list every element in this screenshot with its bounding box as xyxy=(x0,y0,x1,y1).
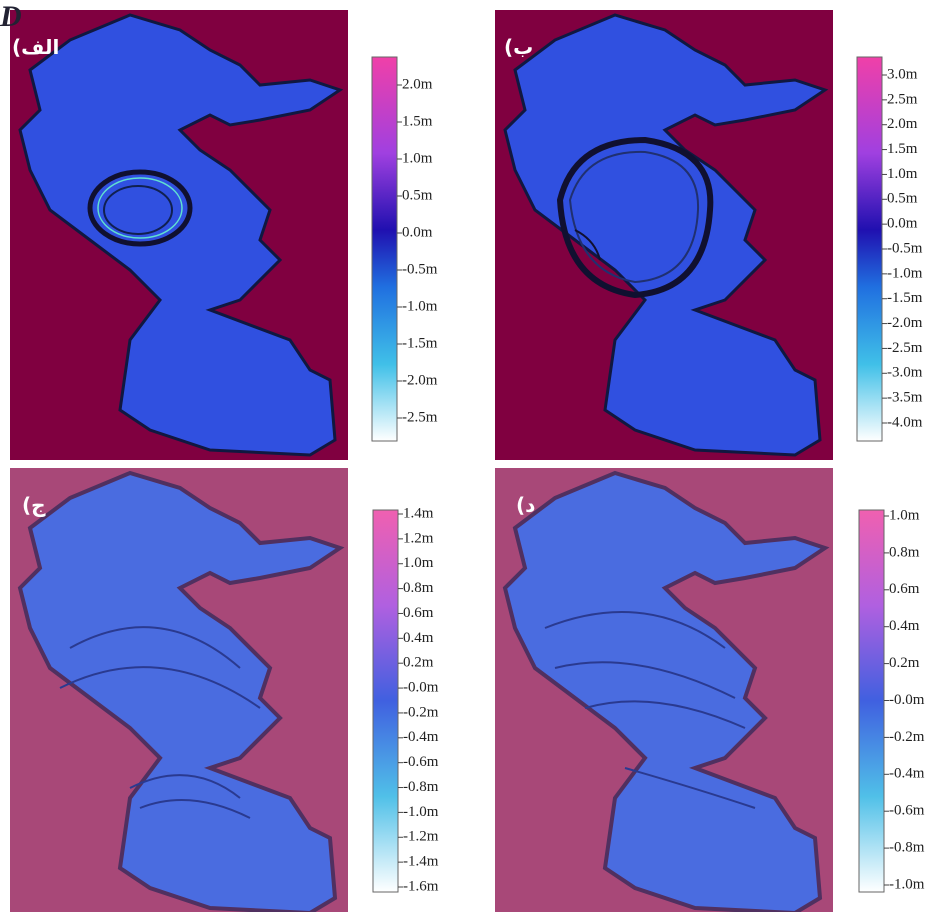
panel-c xyxy=(10,468,348,912)
colorbar-tick-label: -1.6m xyxy=(403,878,439,894)
colorbar-tick-label: 1.5m xyxy=(402,113,433,129)
colorbar-tick-label: 0.0m xyxy=(402,224,433,240)
figure: D (الف 2.0m 1.5m 1.0m 0.5m 0.0m -0.5m -1.0m -1.5… xyxy=(0,0,946,912)
panel-b xyxy=(495,10,833,460)
colorbar-tick-label: -2.0m xyxy=(887,315,923,331)
colorbar-tick-label: -0.4m xyxy=(889,766,925,782)
colorbar xyxy=(859,510,884,892)
panel-label: (د xyxy=(516,493,535,517)
colorbar-tick-label: -0.5m xyxy=(887,240,923,256)
colorbar-tick-label: 1.0m xyxy=(889,507,920,523)
colorbar-tick-label: 0.8m xyxy=(403,580,434,596)
panel-label: (ب xyxy=(504,35,533,59)
colorbar-tick-label: -1.0m xyxy=(889,876,925,892)
colorbar-tick-label: -1.2m xyxy=(403,829,439,845)
colorbar xyxy=(857,57,882,441)
colorbar-tick-label: 0.2m xyxy=(889,655,920,671)
colorbar-tick-label: -1.0m xyxy=(403,804,439,820)
panel-label: (ج xyxy=(22,493,46,517)
colorbar-tick-label: -0.0m xyxy=(403,680,439,696)
colorbar-tick-label: 1.0m xyxy=(887,166,918,182)
colorbar-tick-label: 0.2m xyxy=(403,655,434,671)
colorbar-tick-label: -3.5m xyxy=(887,390,923,406)
colorbar-tick-label: 3.0m xyxy=(887,66,918,82)
colorbar-tick-label: -0.0m xyxy=(889,692,925,708)
colorbar-tick-label: 1.0m xyxy=(402,150,433,166)
colorbar-tick-label: -0.6m xyxy=(889,803,925,819)
corner-letter: D xyxy=(0,0,22,33)
colorbar-tick-label: -0.6m xyxy=(403,754,439,770)
colorbar-tick-label: 2.0m xyxy=(402,76,433,92)
colorbar-tick-label: -0.4m xyxy=(403,729,439,745)
colorbar-tick-label: 0.4m xyxy=(403,630,434,646)
colorbar xyxy=(373,510,398,892)
colorbar-tick-label: -2.5m xyxy=(887,340,923,356)
panel-a xyxy=(10,10,348,460)
panel-d xyxy=(495,468,833,912)
colorbar-tick-label: -1.4m xyxy=(403,854,439,870)
colorbar-tick-label: -0.8m xyxy=(403,779,439,795)
colorbar-tick-label: 1.0m xyxy=(403,555,434,571)
colorbar-tick-label: -3.0m xyxy=(887,365,923,381)
colorbar-tick-label: 2.5m xyxy=(887,91,918,107)
colorbar-tick-label: -1.5m xyxy=(402,335,438,351)
colorbar-tick-label: 0.6m xyxy=(403,605,434,621)
colorbar-tick-label: 0.8m xyxy=(889,544,920,560)
colorbar-tick-label: -2.0m xyxy=(402,372,438,388)
colorbar-tick-label: -4.0m xyxy=(887,414,923,430)
colorbar-tick-label: 0.6m xyxy=(889,581,920,597)
colorbar-tick-label: -2.5m xyxy=(402,409,438,425)
panel-label: (الف xyxy=(12,35,59,59)
colorbar-tick-label: -0.2m xyxy=(889,729,925,745)
colorbar-tick-label: 1.2m xyxy=(403,530,434,546)
colorbar-tick-label: 2.0m xyxy=(887,116,918,132)
colorbar-tick-label: 0.5m xyxy=(402,187,433,203)
colorbar-tick-label: -1.0m xyxy=(402,298,438,314)
colorbar-tick-label: -0.8m xyxy=(889,840,925,856)
colorbar-tick-label: 1.4m xyxy=(403,505,434,521)
colorbar-tick-label: 0.4m xyxy=(889,618,920,634)
colorbar xyxy=(372,57,397,441)
colorbar-tick-label: -1.0m xyxy=(887,265,923,281)
colorbar-tick-label: -0.2m xyxy=(403,704,439,720)
colorbar-tick-label: 0.0m xyxy=(887,216,918,232)
colorbar-tick-label: -1.5m xyxy=(887,290,923,306)
colorbar-tick-label: -0.5m xyxy=(402,261,438,277)
colorbar-tick-label: 1.5m xyxy=(887,141,918,157)
colorbar-tick-label: 0.5m xyxy=(887,191,918,207)
